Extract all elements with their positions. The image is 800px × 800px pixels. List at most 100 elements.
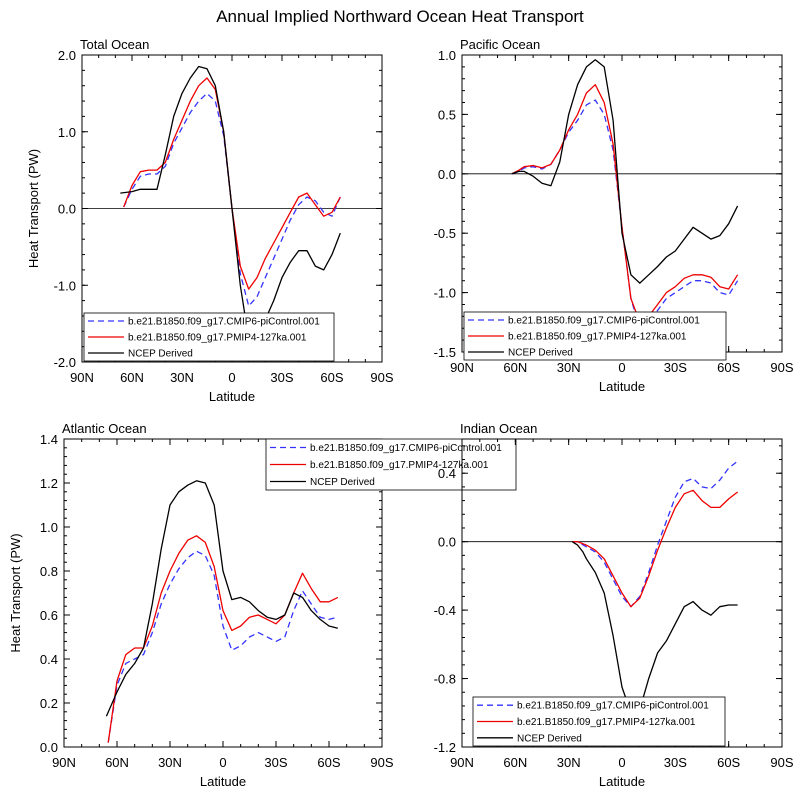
indian-series-ncep (571, 541, 738, 714)
indian-legend: b.e21.B1850.f09_g17.CMIP6-piControl.001b… (472, 696, 726, 747)
indian-series-group (571, 460, 738, 714)
total-ytick-label: -2.0 (54, 355, 76, 370)
atlantic-xlabel: Latitude (200, 774, 246, 789)
atlantic-xtick-label: 90S (370, 755, 393, 770)
atlantic-legend-label: NCEP Derived (310, 477, 375, 488)
atlantic-xtick-label: 90N (52, 755, 76, 770)
atlantic-ytick-label: 0.8 (40, 564, 58, 579)
atlantic-series-picontrol (107, 550, 338, 743)
pacific-series-ncep (511, 59, 739, 284)
pacific-panel: Pacific Ocean 90N 60N 30N 0 30S 60S 90S -1.5 -1.0… (434, 37, 794, 394)
total-ylabel: Heat Transport (PW) (26, 149, 41, 268)
pacific-ytick-label: -1.0 (434, 286, 456, 301)
atlantic-ytick-label: 0.0 (40, 740, 58, 755)
pacific-legend-label: b.e21.B1850.f09_g17.CMIP6-piControl.001 (508, 316, 700, 327)
atlantic-panel-title: Atlantic Ocean (62, 421, 147, 436)
pacific-legend-box (463, 311, 727, 361)
indian-xtick-label: 30S (664, 755, 687, 770)
atlantic-legend: b.e21.B1850.f09_g17.CMIP6-piControl.001b… (265, 438, 517, 491)
atlantic-xtick-label: 30S (264, 755, 287, 770)
atlantic-ytick-label: 1.4 (40, 432, 58, 447)
indian-xtick-label: 30N (557, 755, 581, 770)
indian-ytick-label: -0.4 (434, 603, 456, 618)
total-legend-label: b.e21.B1850.f09_g17.CMIP6-piControl.001 (128, 317, 320, 328)
indian-legend-label: b.e21.B1850.f09_g17.CMIP6-piControl.001 (517, 701, 709, 712)
pacific-series-pmip4 (511, 84, 739, 323)
total-ytick-label: 0.0 (58, 202, 76, 217)
indian-xtick-label: 90S (770, 755, 793, 770)
pacific-xtick-label: 60S (717, 360, 740, 375)
total-ytick-label: 1.0 (58, 125, 76, 140)
total-series-pmip4 (123, 77, 341, 290)
panels: Total Ocean 90N 60N 30N 0 30S 60S 90S -2.0 -1.0 0.… (8, 37, 794, 789)
pacific-xtick-label: 30N (557, 360, 581, 375)
atlantic-ytick-label: 0.2 (40, 696, 58, 711)
total-xtick-label: 30N (170, 370, 194, 385)
atlantic-legend-box (265, 438, 517, 491)
total-panel-title: Total Ocean (80, 37, 149, 52)
atlantic-series-ncep (105, 480, 338, 717)
indian-xtick-label: 0 (618, 755, 625, 770)
indian-xlabel: Latitude (599, 774, 645, 789)
pacific-ytick-label: 0.5 (438, 107, 456, 122)
atlantic-ytick-label: 1.0 (40, 520, 58, 535)
atlantic-series-group (105, 480, 339, 743)
indian-legend-box (472, 696, 726, 747)
total-xtick-label: 0 (228, 370, 235, 385)
indian-ytick-label: -1.2 (434, 740, 456, 755)
atlantic-legend-label: b.e21.B1850.f09_g17.CMIP6-piControl.001 (310, 443, 502, 454)
atlantic-ytick-label: 0.4 (40, 652, 58, 667)
atlantic-ytick-label: 0.6 (40, 608, 58, 623)
indian-legend-label: b.e21.B1850.f09_g17.PMIP4-127ka.001 (517, 717, 696, 728)
pacific-panel-title: Pacific Ocean (460, 37, 540, 52)
pacific-xtick-label: 30S (664, 360, 687, 375)
pacific-legend-label: NCEP Derived (508, 348, 573, 359)
total-legend-box (83, 312, 335, 362)
pacific-ytick-label: -1.5 (434, 345, 456, 360)
atlantic-xtick-label: 60N (105, 755, 129, 770)
total-series-picontrol (123, 92, 341, 307)
indian-xtick-label: 60S (717, 755, 740, 770)
indian-xtick-label: 60N (503, 755, 527, 770)
pacific-legend: b.e21.B1850.f09_g17.CMIP6-piControl.001b… (463, 311, 727, 361)
total-legend-label: b.e21.B1850.f09_g17.PMIP4-127ka.001 (128, 333, 307, 344)
atlantic-panel: Atlantic Ocean 90N 60N 30N 0 30S 60S 90S 0.0 0.2 0… (8, 421, 517, 789)
total-ytick-label: -1.0 (54, 278, 76, 293)
atlantic-xtick-label: 60S (317, 755, 340, 770)
atlantic-series-pmip4 (107, 535, 339, 743)
pacific-series-group (511, 59, 739, 329)
total-series-ncep (120, 65, 341, 344)
total-xtick-label: 60N (120, 370, 144, 385)
atlantic-legend-label: b.e21.B1850.f09_g17.PMIP4-127ka.001 (310, 460, 489, 471)
pacific-xtick-label: 60N (503, 360, 527, 375)
pacific-xtick-label: 0 (618, 360, 625, 375)
pacific-series-picontrol (511, 99, 739, 329)
total-xlabel: Latitude (209, 389, 255, 404)
pacific-plot-frame (461, 54, 783, 353)
pacific-xlabel: Latitude (599, 379, 645, 394)
indian-ytick-label: 0.4 (438, 466, 456, 481)
pacific-ytick-label: -0.5 (434, 226, 456, 241)
total-panel: Total Ocean 90N 60N 30N 0 30S 60S 90S -2.0 -1.0 0.… (26, 37, 394, 404)
atlantic-xtick-label: 30N (158, 755, 182, 770)
indian-ytick-label: 0.0 (438, 535, 456, 550)
pacific-ytick-label: 1.0 (438, 48, 456, 63)
indian-panel-title: Indian Ocean (460, 421, 537, 436)
atlantic-ylabel: Heat Transport (PW) (8, 533, 23, 652)
total-xtick-label: 30S (270, 370, 293, 385)
indian-series-picontrol (572, 460, 738, 608)
pacific-ytick-label: 0.0 (438, 167, 456, 182)
pacific-xtick-label: 90N (450, 360, 474, 375)
total-xtick-label: 90N (70, 370, 94, 385)
pacific-xtick-label: 90S (770, 360, 793, 375)
total-ytick-label: 2.0 (58, 48, 76, 63)
pacific-legend-label: b.e21.B1850.f09_g17.PMIP4-127ka.001 (508, 332, 687, 343)
figure-title: Annual Implied Northward Ocean Heat Tran… (216, 7, 584, 26)
indian-series-pmip4 (572, 489, 738, 608)
total-xtick-label: 60S (320, 370, 343, 385)
indian-xtick-label: 90N (450, 755, 474, 770)
indian-legend-label: NCEP Derived (517, 733, 582, 744)
total-legend: b.e21.B1850.f09_g17.CMIP6-piControl.001b… (83, 312, 335, 362)
atlantic-xtick-label: 0 (219, 755, 226, 770)
